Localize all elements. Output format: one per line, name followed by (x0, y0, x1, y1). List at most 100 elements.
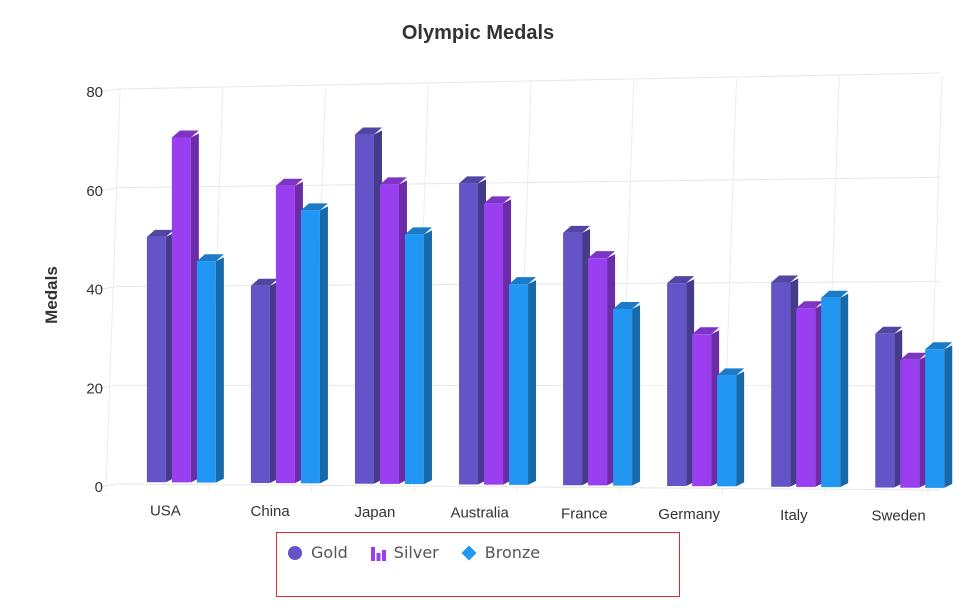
bar-gold-germany[interactable] (667, 276, 695, 487)
bar-front (771, 282, 791, 487)
bar-side (632, 305, 641, 486)
bar-front (196, 261, 216, 483)
bar-front (613, 309, 633, 486)
bar-front (717, 375, 737, 487)
bar-bronze-usa[interactable] (196, 254, 224, 483)
legend-label-silver: Silver (393, 543, 439, 562)
bar-front (588, 258, 608, 486)
gridline-h (117, 72, 941, 90)
bar-top (588, 251, 616, 259)
bar-silver-usa[interactable] (171, 130, 199, 483)
bar-bronze-japan[interactable] (404, 227, 432, 485)
bar-side (423, 230, 432, 485)
diamond-icon (461, 545, 477, 560)
column-icon (370, 546, 386, 561)
bar-bronze-china[interactable] (300, 203, 328, 484)
bar-silver-france[interactable] (588, 251, 616, 486)
bar-top (771, 275, 799, 283)
y-axis-title: Medals (42, 266, 61, 324)
bar-gold-sweden[interactable] (875, 326, 903, 488)
gridline-h (97, 483, 119, 488)
bar-gold-japan[interactable] (354, 127, 382, 484)
x-tick-label: China (251, 503, 291, 520)
bar-side (736, 371, 745, 487)
bar-top (796, 301, 824, 309)
circle-icon (288, 545, 302, 560)
bar-gold-france[interactable] (563, 225, 591, 486)
y-tick-label: 80 (86, 84, 103, 101)
legend-item-gold[interactable]: Gold (287, 543, 348, 562)
bar-front (354, 134, 374, 484)
bar-silver-china[interactable] (275, 178, 303, 484)
bar-bronze-italy[interactable] (821, 290, 849, 488)
bar-top (171, 130, 199, 138)
y-axis-ticks: 0 20 40 60 80 (86, 84, 103, 496)
bar-silver-sweden[interactable] (900, 352, 928, 488)
legend-item-bronze[interactable]: Bronze (461, 543, 540, 562)
bar-silver-japan[interactable] (379, 177, 407, 484)
x-axis-ticks: USA China Japan Australia France Germany Italy… (150, 502, 926, 524)
bar-side (840, 293, 849, 488)
x-tick-label: Sweden (872, 508, 926, 525)
bar-top (613, 302, 641, 310)
bar-gold-usa[interactable] (146, 229, 174, 483)
bar-gold-china[interactable] (250, 278, 278, 483)
bar-silver-australia[interactable] (484, 196, 512, 485)
y-tick-label: 60 (86, 183, 103, 200)
x-tick-label: Italy (780, 507, 808, 524)
bar-top (459, 176, 487, 184)
bar-bronze-france[interactable] (613, 302, 641, 486)
bar-front (509, 284, 529, 485)
bar-front (692, 334, 712, 487)
bar-front (796, 308, 816, 487)
bar-bronze-australia[interactable] (509, 277, 537, 485)
bar-front (484, 203, 504, 485)
bars-layer (146, 127, 953, 488)
bar-top (379, 177, 407, 185)
legend-item-silver[interactable]: Silver (370, 543, 439, 562)
bar-bronze-sweden[interactable] (925, 342, 953, 488)
legend-label-bronze: Bronze (484, 543, 541, 562)
bar-side (944, 345, 953, 488)
bar-top (717, 368, 745, 376)
bar-gold-australia[interactable] (459, 176, 487, 485)
bar-top (925, 342, 953, 350)
gridline-h (97, 286, 119, 290)
bar-bronze-germany[interactable] (717, 368, 745, 487)
x-tick-label: Japan (354, 504, 395, 521)
bar-top (250, 278, 278, 286)
bar-top (563, 225, 591, 233)
bar-front (275, 185, 295, 484)
bar-front (925, 349, 945, 488)
gridline-h (97, 187, 119, 192)
y-tick-label: 40 (86, 282, 103, 299)
bar-top (404, 227, 432, 235)
bar-front (821, 297, 841, 488)
bar-top (900, 352, 928, 360)
bar-side (319, 206, 328, 484)
bar-front (563, 232, 583, 486)
bar-top (509, 277, 537, 285)
bar-top (821, 290, 849, 298)
y-tick-label: 20 (86, 380, 103, 397)
bar-top (875, 326, 903, 334)
x-tick-label: USA (150, 502, 181, 519)
y-tick-label: 0 (95, 479, 103, 496)
bar-gold-italy[interactable] (771, 275, 799, 487)
gridline-v (105, 90, 121, 491)
x-tick-label: France (561, 505, 608, 522)
bar-front (875, 333, 895, 488)
bar-front (379, 184, 399, 484)
bar-front (900, 359, 920, 488)
bar-silver-germany[interactable] (692, 327, 720, 487)
gridline-h (97, 384, 119, 389)
bar-top (692, 327, 720, 335)
gridline-h (97, 88, 119, 93)
bar-top (196, 254, 224, 262)
legend-label-gold: Gold (311, 543, 348, 562)
bar-silver-italy[interactable] (796, 301, 824, 487)
bar-front (250, 285, 270, 483)
bar-top (146, 229, 174, 237)
x-tick-label: Australia (450, 505, 509, 522)
